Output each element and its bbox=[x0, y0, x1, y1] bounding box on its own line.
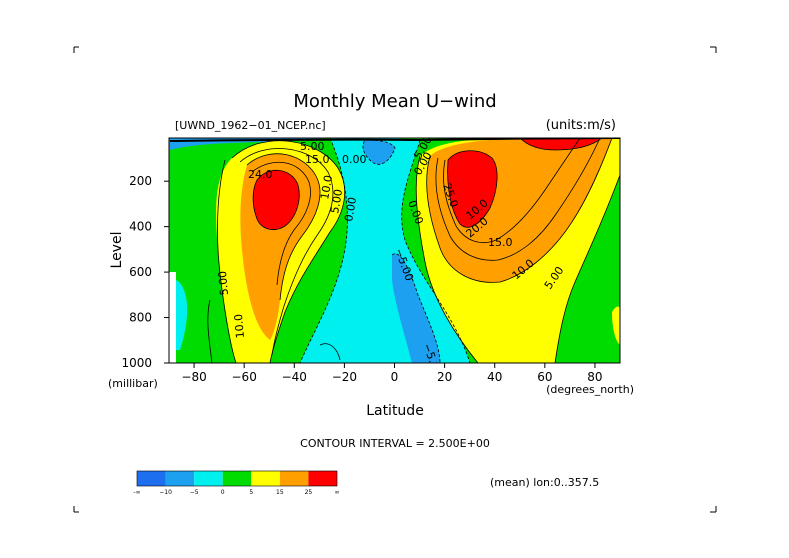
crop-marks bbox=[73, 46, 717, 513]
contour-label: 5.00 bbox=[328, 188, 345, 214]
left-edge-white bbox=[169, 272, 176, 363]
x-tick-label: 0 bbox=[391, 370, 399, 384]
units-label: (units:m/s) bbox=[546, 118, 616, 133]
y-tick-label: 1000 bbox=[121, 356, 152, 370]
colorbar-swatch bbox=[137, 471, 166, 486]
averaging-note: (mean) lon:0..357.5 bbox=[490, 476, 599, 489]
x-axis: −80 −60 −40 −20 0 20 40 60 80 bbox=[181, 363, 603, 384]
colorbar-swatch bbox=[308, 471, 337, 486]
south-jet-red bbox=[253, 170, 300, 230]
easterly-blue-upper bbox=[362, 140, 395, 165]
colorbar-swatch bbox=[279, 471, 309, 486]
x-tick-label: −60 bbox=[232, 370, 257, 384]
easterly-cyan-region bbox=[300, 138, 470, 363]
chart-title: Monthly Mean U−wind bbox=[293, 91, 496, 112]
contour-label: 15.0 bbox=[488, 236, 513, 249]
contour-label: 5.00 bbox=[216, 270, 231, 296]
colorbar-swatch bbox=[222, 471, 252, 486]
colorbar-swatch bbox=[194, 471, 223, 486]
contour-label: 10.0 bbox=[232, 313, 247, 339]
x-tick-label: −80 bbox=[181, 370, 206, 384]
x-axis-units: (degrees_north) bbox=[546, 383, 634, 396]
colorbar-label: ∞ bbox=[335, 489, 340, 496]
y-tick-label: 800 bbox=[129, 311, 152, 325]
x-tick-label: 20 bbox=[437, 370, 452, 384]
y-tick-label: 200 bbox=[129, 174, 152, 188]
colorbar-frame bbox=[136, 470, 338, 487]
contour-label: 15.0 bbox=[305, 153, 330, 166]
colorbar-swatch bbox=[165, 471, 195, 486]
contour-label: 0.00 bbox=[342, 196, 359, 222]
colorbar-label: -∞ bbox=[133, 489, 140, 496]
y-tick-label: 600 bbox=[129, 265, 152, 279]
colorbar-label: 15 bbox=[276, 489, 284, 496]
easterly-blue-lower bbox=[392, 253, 440, 363]
colorbar-label: −10 bbox=[159, 489, 172, 496]
colorbar: -∞ −10 −5 0 5 15 25 ∞ bbox=[133, 470, 340, 496]
contour-label: 5.00 bbox=[300, 140, 325, 153]
x-tick-label: −40 bbox=[282, 370, 307, 384]
right-edge-yellow bbox=[612, 306, 620, 345]
contour-fill: 24.0 15.0 10.0 5.00 0.00 5.00 10.0 0.00 … bbox=[169, 138, 620, 363]
y-axis-units: (millibar) bbox=[108, 377, 158, 390]
colorbar-label: 25 bbox=[305, 489, 313, 496]
x-tick-label: 40 bbox=[487, 370, 502, 384]
contour-label: 0.00 bbox=[342, 153, 367, 166]
x-axis-label: Latitude bbox=[366, 403, 424, 419]
x-tick-label: −20 bbox=[332, 370, 357, 384]
x-tick-label: 80 bbox=[587, 370, 602, 384]
y-axis: 200 400 600 800 1000 bbox=[121, 174, 169, 370]
y-tick-label: 400 bbox=[129, 220, 152, 234]
contour-label: 10.0 bbox=[318, 174, 335, 200]
dataset-label: [UWND_1962−01_NCEP.nc] bbox=[175, 119, 326, 132]
contour-label: 24.0 bbox=[248, 168, 273, 181]
contour-interval-text: CONTOUR INTERVAL = 2.500E+00 bbox=[300, 437, 490, 450]
x-tick-label: 60 bbox=[537, 370, 552, 384]
colorbar-label: −5 bbox=[190, 489, 199, 496]
colorbar-swatch bbox=[251, 471, 280, 486]
north-jet-red bbox=[447, 150, 498, 228]
y-axis-label: Level bbox=[109, 232, 125, 269]
colorbar-label: 0 bbox=[221, 489, 225, 496]
colorbar-label: 5 bbox=[249, 489, 253, 496]
